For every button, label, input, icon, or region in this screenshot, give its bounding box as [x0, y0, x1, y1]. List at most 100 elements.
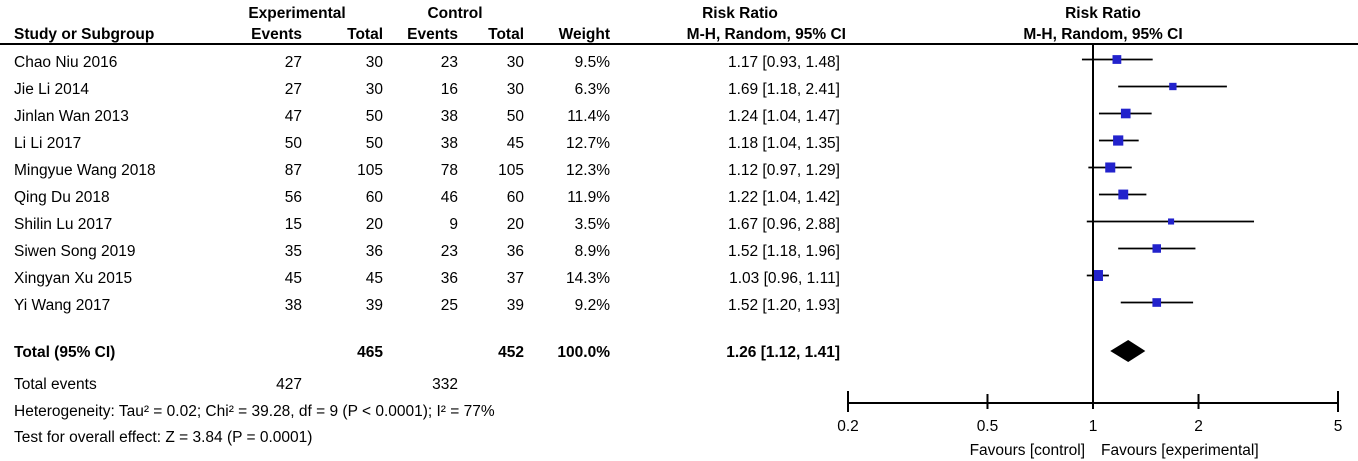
- axis-tick-label: 2: [1194, 418, 1203, 435]
- risk-ratio-ci-value: 1.67 [0.96, 2.88]: [727, 216, 840, 233]
- study-name: Siwen Song 2019: [14, 243, 136, 260]
- study-effect-square: [1112, 55, 1122, 64]
- study-effect-square: [1152, 244, 1161, 253]
- ctl-total-value: 37: [506, 270, 524, 287]
- ctl-total-value: 20: [506, 216, 524, 233]
- total-risk-ratio-ci: 1.26 [1.12, 1.41]: [726, 344, 840, 361]
- study-effect-square: [1118, 189, 1129, 200]
- study-name: Xingyan Xu 2015: [14, 270, 133, 287]
- total-exp-total: 465: [357, 344, 383, 361]
- risk-ratio-ci-value: 1.52 [1.20, 1.93]: [727, 297, 840, 314]
- exp-total-value: 50: [365, 135, 383, 152]
- weight-value: 12.7%: [566, 135, 610, 152]
- exp-total-value: 36: [365, 243, 383, 260]
- ctl-events-value: 23: [440, 54, 458, 71]
- study-effect-square: [1168, 218, 1175, 225]
- weight-value: 14.3%: [566, 270, 610, 287]
- col-header-experimental: Experimental: [248, 5, 346, 22]
- study-effect-square: [1092, 270, 1103, 281]
- risk-ratio-ci-value: 1.24 [1.04, 1.47]: [727, 108, 840, 125]
- exp-total-value: 30: [365, 81, 383, 98]
- axis-tick-label: 5: [1334, 418, 1343, 435]
- weight-value: 9.5%: [574, 54, 610, 71]
- total-weight: 100.0%: [557, 344, 610, 361]
- study-effect-square: [1152, 298, 1162, 307]
- header-divider: [0, 43, 1358, 45]
- ctl-events-value: 78: [440, 162, 458, 179]
- ctl-total-value: 30: [506, 54, 524, 71]
- axis-tick-label: 0.5: [977, 418, 999, 435]
- axis-tick-label: 1: [1089, 418, 1098, 435]
- exp-events-value: 56: [284, 189, 302, 206]
- ctl-events-value: 36: [440, 270, 458, 287]
- weight-value: 11.4%: [567, 108, 610, 125]
- study-effect-square: [1120, 108, 1131, 119]
- total-events-exp: 427: [276, 375, 302, 393]
- study-name: Jie Li 2014: [14, 81, 89, 98]
- exp-events-value: 35: [284, 243, 302, 260]
- overall-effect-text: Test for overall effect: Z = 3.84 (P = 0…: [14, 429, 313, 446]
- col-header-study: Study or Subgroup: [14, 26, 155, 43]
- ctl-events-value: 25: [440, 297, 458, 314]
- plot-header-risk-ratio: Risk Ratio: [1065, 5, 1141, 22]
- ctl-events-value: 46: [440, 189, 458, 206]
- exp-events-value: 38: [284, 297, 302, 314]
- exp-total-value: 39: [365, 297, 383, 314]
- ctl-events-value: 9: [449, 216, 458, 233]
- favours-control-label: Favours [control]: [970, 442, 1085, 459]
- exp-total-value: 50: [365, 108, 383, 125]
- exp-events-value: 47: [284, 108, 302, 125]
- total-row-label: Total (95% CI): [14, 344, 116, 361]
- weight-value: 6.3%: [574, 81, 610, 98]
- exp-events-value: 27: [284, 81, 302, 98]
- study-name: Yi Wang 2017: [14, 297, 111, 314]
- ctl-total-value: 45: [506, 135, 524, 152]
- exp-total-value: 30: [365, 54, 383, 71]
- risk-ratio-ci-value: 1.03 [0.96, 1.11]: [729, 270, 840, 287]
- study-effect-square: [1105, 162, 1116, 173]
- col-header-method: M-H, Random, 95% CI: [686, 26, 846, 43]
- exp-total-value: 105: [357, 162, 383, 179]
- col-header-events-exp: Events: [251, 26, 302, 43]
- ctl-total-value: 39: [506, 297, 524, 314]
- study-name: Jinlan Wan 2013: [14, 108, 129, 125]
- total-events-label: Total events: [14, 375, 97, 393]
- risk-ratio-ci-value: 1.69 [1.18, 2.41]: [727, 81, 840, 98]
- weight-value: 12.3%: [566, 162, 610, 179]
- col-header-weight: Weight: [558, 26, 610, 43]
- weight-value: 9.2%: [574, 297, 610, 314]
- risk-ratio-ci-value: 1.52 [1.18, 1.96]: [727, 243, 840, 260]
- risk-ratio-ci-value: 1.17 [0.93, 1.48]: [727, 54, 840, 71]
- col-header-total-ctl: Total: [488, 26, 524, 43]
- ctl-total-value: 50: [506, 108, 524, 125]
- col-header-control: Control: [427, 5, 483, 22]
- ctl-total-value: 30: [506, 81, 524, 98]
- study-name: Chao Niu 2016: [14, 54, 118, 71]
- exp-total-value: 20: [365, 216, 383, 233]
- weight-value: 3.5%: [574, 216, 610, 233]
- total-ctl-total: 452: [498, 344, 524, 361]
- ctl-total-value: 36: [506, 243, 524, 260]
- exp-events-value: 87: [284, 162, 302, 179]
- risk-ratio-ci-value: 1.12 [0.97, 1.29]: [727, 162, 840, 179]
- risk-ratio-ci-value: 1.22 [1.04, 1.42]: [727, 189, 840, 206]
- ctl-events-value: 16: [440, 81, 458, 98]
- study-effect-square: [1169, 82, 1177, 91]
- exp-events-value: 50: [284, 135, 302, 152]
- exp-events-value: 45: [284, 270, 302, 287]
- heterogeneity-text: Heterogeneity: Tau² = 0.02; Chi² = 39.28…: [14, 403, 495, 420]
- ctl-total-value: 105: [498, 162, 524, 179]
- exp-events-value: 15: [284, 216, 302, 233]
- risk-ratio-ci-value: 1.18 [1.04, 1.35]: [727, 135, 840, 152]
- weight-value: 11.9%: [567, 189, 610, 206]
- study-name: Shilin Lu 2017: [14, 216, 113, 233]
- ctl-events-value: 38: [440, 135, 458, 152]
- study-effect-square: [1113, 135, 1124, 146]
- col-header-total-exp: Total: [347, 26, 383, 43]
- axis-tick-label: 0.2: [837, 418, 859, 435]
- exp-total-value: 45: [365, 270, 383, 287]
- ctl-total-value: 60: [506, 189, 524, 206]
- study-name: Qing Du 2018: [14, 189, 110, 206]
